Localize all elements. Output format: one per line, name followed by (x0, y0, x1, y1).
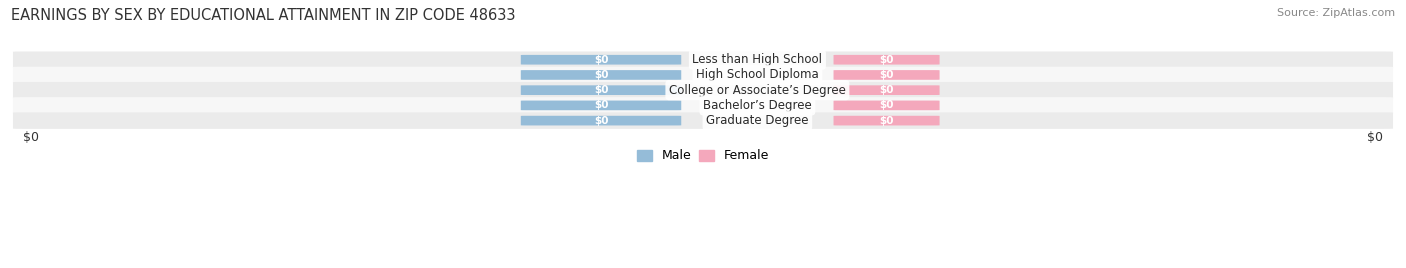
Legend: Male, Female: Male, Female (633, 146, 773, 166)
FancyBboxPatch shape (520, 85, 682, 95)
FancyBboxPatch shape (520, 55, 682, 65)
Text: High School Diploma: High School Diploma (696, 68, 818, 81)
Text: $0: $0 (879, 100, 894, 110)
FancyBboxPatch shape (834, 100, 939, 110)
Text: $0: $0 (593, 100, 609, 110)
Text: $0: $0 (22, 131, 39, 144)
Text: $0: $0 (593, 55, 609, 65)
Text: EARNINGS BY SEX BY EDUCATIONAL ATTAINMENT IN ZIP CODE 48633: EARNINGS BY SEX BY EDUCATIONAL ATTAINMEN… (11, 8, 516, 23)
Text: Less than High School: Less than High School (692, 53, 823, 66)
Text: $0: $0 (593, 116, 609, 126)
FancyBboxPatch shape (834, 85, 939, 95)
Text: Graduate Degree: Graduate Degree (706, 114, 808, 127)
FancyBboxPatch shape (13, 82, 1393, 98)
FancyBboxPatch shape (520, 100, 682, 110)
FancyBboxPatch shape (834, 70, 939, 80)
Text: Source: ZipAtlas.com: Source: ZipAtlas.com (1277, 8, 1395, 18)
Text: Bachelor’s Degree: Bachelor’s Degree (703, 99, 811, 112)
Text: College or Associate’s Degree: College or Associate’s Degree (669, 84, 846, 97)
Text: $0: $0 (593, 70, 609, 80)
Text: $0: $0 (1367, 131, 1384, 144)
FancyBboxPatch shape (520, 70, 682, 80)
FancyBboxPatch shape (13, 51, 1393, 68)
FancyBboxPatch shape (13, 112, 1393, 129)
FancyBboxPatch shape (13, 97, 1393, 114)
FancyBboxPatch shape (13, 67, 1393, 83)
FancyBboxPatch shape (834, 55, 939, 65)
FancyBboxPatch shape (520, 116, 682, 125)
Text: $0: $0 (879, 85, 894, 95)
Text: $0: $0 (879, 116, 894, 126)
Text: $0: $0 (879, 70, 894, 80)
Text: $0: $0 (879, 55, 894, 65)
Text: $0: $0 (593, 85, 609, 95)
FancyBboxPatch shape (834, 116, 939, 125)
